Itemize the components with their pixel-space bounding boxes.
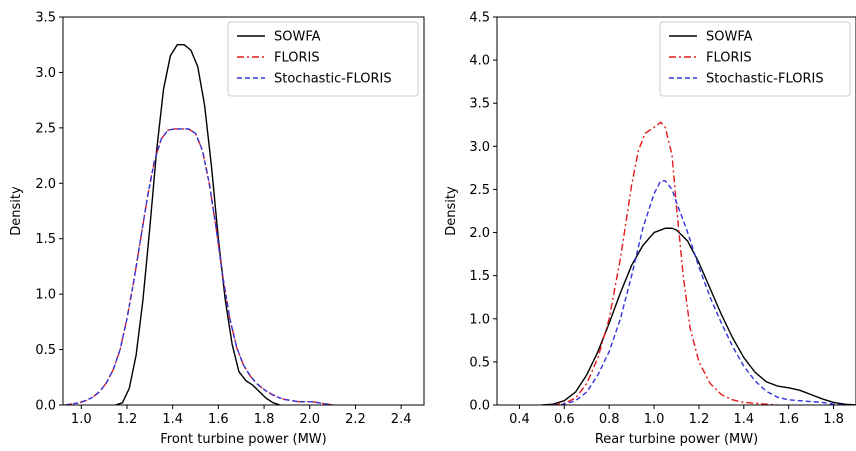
x-tick-label: 2.2 xyxy=(345,412,366,427)
series-group xyxy=(541,121,856,405)
legend: SOWFA FLORIS Stochastic-FLORIS xyxy=(659,21,851,97)
y-axis-label: Density xyxy=(9,186,24,236)
y-tick-label: 4.5 xyxy=(469,11,490,26)
y-tick-label: 2.0 xyxy=(35,177,56,192)
series-line-sowfa xyxy=(541,227,856,405)
legend-entry: SOWFA xyxy=(274,30,321,45)
y-tick-label: 1.0 xyxy=(469,312,490,327)
legend-entry: Stochastic-FLORIS xyxy=(274,72,392,87)
y-tick-label: 3.5 xyxy=(35,11,56,26)
series-line-sowfa xyxy=(115,44,281,405)
x-tick-label: 1.6 xyxy=(778,412,799,427)
legend-entry: FLORIS xyxy=(706,51,752,66)
series-group xyxy=(65,44,333,405)
x-tick-label: 2.0 xyxy=(299,412,320,427)
legend-entry: SOWFA xyxy=(706,30,753,45)
y-tick-label: 2.5 xyxy=(469,183,490,198)
y-tick-label: 0.5 xyxy=(469,355,490,370)
y-tick-label: 1.5 xyxy=(469,269,490,284)
series-line-stochastic-floris xyxy=(553,180,845,405)
y-tick-label: 4.0 xyxy=(469,54,490,69)
x-tick-label: 1.8 xyxy=(823,412,844,427)
legend-entry: Stochastic-FLORIS xyxy=(706,72,824,87)
y-tick-label: 2.5 xyxy=(35,121,56,136)
axes-frame xyxy=(496,16,856,406)
y-tick-label: 3.5 xyxy=(469,97,490,112)
y-tick-label: 1.5 xyxy=(35,232,56,247)
x-tick-label: 2.4 xyxy=(391,412,412,427)
x-tick-label: 1.8 xyxy=(254,412,275,427)
y-tick-label: 0.5 xyxy=(35,343,56,358)
series-line-stochastic-floris xyxy=(65,128,333,405)
chart-rear-turbine: 0.4 0.6 0.8 1.0 1.2 1.4 1.6 1.8 0.0 0.5 1.0 1.5 2.0 2… xyxy=(444,11,856,447)
x-axis-label: Rear turbine power (MW) xyxy=(595,432,758,447)
y-tick-label: 1.0 xyxy=(35,288,56,303)
series-line-floris xyxy=(65,128,333,405)
y-tick-label: 0.0 xyxy=(35,399,56,414)
y-tick-label: 3.0 xyxy=(35,66,56,81)
x-tick-label: 0.4 xyxy=(509,412,530,427)
x-tick-label: 1.2 xyxy=(117,412,138,427)
y-tick-label: 0.0 xyxy=(469,399,490,414)
x-tick-label: 1.6 xyxy=(208,412,229,427)
y-axis-label: Density xyxy=(444,186,459,236)
axes-frame xyxy=(62,16,425,406)
x-tick-label: 1.0 xyxy=(71,412,92,427)
chart-front-turbine: 1.0 1.2 1.4 1.6 1.8 2.0 2.2 2.4 0.0 0.5 1.0 1.5 2.0 2… xyxy=(9,11,425,447)
x-tick-label: 0.8 xyxy=(599,412,620,427)
legend: SOWFA FLORIS Stochastic-FLORIS xyxy=(227,21,419,97)
legend-box xyxy=(659,21,851,97)
x-tick-label: 0.6 xyxy=(554,412,575,427)
x-axis-label: Front turbine power (MW) xyxy=(160,432,326,447)
x-tick-label: 1.4 xyxy=(162,412,183,427)
x-tick-label: 1.0 xyxy=(644,412,665,427)
x-tick-label: 1.4 xyxy=(733,412,754,427)
y-tick-label: 2.0 xyxy=(469,226,490,241)
legend-entry: FLORIS xyxy=(274,51,320,66)
x-tick-label: 1.2 xyxy=(689,412,710,427)
series-line-floris xyxy=(552,121,778,405)
legend-box xyxy=(227,21,419,97)
y-tick-label: 3.0 xyxy=(469,140,490,155)
